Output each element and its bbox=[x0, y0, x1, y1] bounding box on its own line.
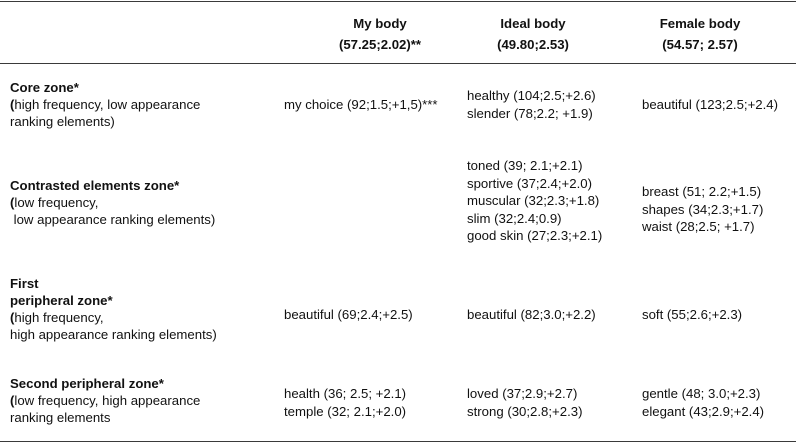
zone-title: Contrasted elements zone* bbox=[10, 178, 180, 193]
list-item: sportive (37;2.4;+2.0) bbox=[467, 175, 592, 191]
cell-core-ideal-body: healthy (104;2.5;+2.6) slender (78;2.2; … bbox=[467, 87, 596, 122]
list-item: temple (32; 2.1;+2.0) bbox=[284, 403, 407, 419]
zone-description: low frequency, bbox=[14, 195, 99, 210]
table-bottom-rule bbox=[0, 441, 796, 442]
row-label-second-peripheral-zone: Second peripheral zone* (low frequency, … bbox=[10, 376, 201, 425]
list-item: loved (37;2.9;+2.7) bbox=[467, 386, 578, 401]
zone-description: ranking elements) bbox=[10, 114, 115, 129]
row-label-first-peripheral-zone: First peripheral zone* (high frequency, … bbox=[10, 276, 217, 342]
list-item: beautiful (82;3.0;+2.2) bbox=[467, 307, 596, 322]
zone-description: low frequency, high appearance bbox=[14, 393, 201, 408]
header-ideal-body: Ideal body (49.80;2.53) bbox=[458, 13, 608, 55]
header-stats: (49.80;2.53) bbox=[497, 37, 569, 52]
zone-title: First bbox=[10, 276, 39, 291]
zone-description: low appearance ranking elements) bbox=[10, 212, 216, 227]
cell-contrasted-ideal-body: toned (39; 2.1;+2.1) sportive (37;2.4;+2… bbox=[467, 157, 602, 245]
list-item: health (36; 2.5; +2.1) bbox=[284, 386, 407, 401]
cell-second-peripheral-female-body: gentle (48; 3.0;+2.3) elegant (43;2.9;+2… bbox=[642, 385, 764, 420]
cell-second-peripheral-ideal-body: loved (37;2.9;+2.7) strong (30;2.8;+2.3) bbox=[467, 385, 582, 420]
list-item: beautiful (69;2.4;+2.5) bbox=[284, 307, 413, 322]
header-rule bbox=[0, 63, 796, 64]
zone-description: high appearance ranking elements) bbox=[10, 327, 217, 342]
zone-description: high frequency, low appearance bbox=[14, 97, 201, 112]
header-stats: (54.57; 2.57) bbox=[662, 37, 738, 52]
cell-first-peripheral-female-body: soft (55;2.6;+2.3) bbox=[642, 306, 742, 324]
zone-title: Core zone* bbox=[10, 80, 79, 95]
zone-description: high frequency, bbox=[14, 310, 104, 325]
list-item: gentle (48; 3.0;+2.3) bbox=[642, 386, 761, 401]
list-item: strong (30;2.8;+2.3) bbox=[467, 403, 583, 419]
list-item: slender (78;2.2; +1.9) bbox=[467, 105, 593, 121]
row-label-contrasted-zone: Contrasted elements zone* (low frequency… bbox=[10, 178, 216, 227]
list-item: beautiful (123;2.5;+2.4) bbox=[642, 97, 779, 112]
list-item: healthy (104;2.5;+2.6) bbox=[467, 88, 596, 103]
list-item: muscular (32;2.3;+1.8) bbox=[467, 193, 600, 208]
cell-first-peripheral-my-body: beautiful (69;2.4;+2.5) bbox=[284, 306, 413, 324]
header-stats: (57.25;2.02)** bbox=[338, 37, 422, 52]
header-my-body: My body (57.25;2.02)** bbox=[320, 13, 440, 55]
row-label-core-zone: Core zone* (high frequency, low appearan… bbox=[10, 80, 201, 129]
list-item: shapes (34;2.3;+1.7) bbox=[642, 201, 764, 217]
cell-contrasted-female-body: breast (51; 2.2;+1.5) shapes (34;2.3;+1.… bbox=[642, 183, 763, 236]
header-title: Female body bbox=[659, 16, 741, 31]
list-item: slim (32;2.4;0.9) bbox=[467, 210, 562, 226]
cell-first-peripheral-ideal-body: beautiful (82;3.0;+2.2) bbox=[467, 306, 596, 324]
cell-core-my-body: my choice (92;1.5;+1,5)*** bbox=[284, 96, 438, 114]
zone-title: Second peripheral zone* bbox=[10, 376, 164, 391]
list-item: elegant (43;2.9;+2.4) bbox=[642, 403, 765, 419]
header-title: My body bbox=[353, 16, 407, 31]
list-item: waist (28;2.5; +1.7) bbox=[642, 219, 755, 234]
list-item: toned (39; 2.1;+2.1) bbox=[467, 158, 583, 173]
zone-description: ranking elements bbox=[10, 410, 111, 425]
list-item: good skin (27;2.3;+2.1) bbox=[467, 228, 603, 243]
header-title: Ideal body bbox=[500, 16, 566, 31]
list-item: my choice (92;1.5;+1,5)*** bbox=[284, 97, 438, 112]
cell-second-peripheral-my-body: health (36; 2.5; +2.1) temple (32; 2.1;+… bbox=[284, 385, 406, 420]
list-item: soft (55;2.6;+2.3) bbox=[642, 307, 743, 322]
header-female-body: Female body (54.57; 2.57) bbox=[630, 13, 770, 55]
cell-core-female-body: beautiful (123;2.5;+2.4) bbox=[642, 96, 778, 114]
zone-title: peripheral zone* bbox=[10, 293, 113, 308]
table-top-rule bbox=[0, 1, 796, 2]
list-item: breast (51; 2.2;+1.5) bbox=[642, 184, 762, 199]
